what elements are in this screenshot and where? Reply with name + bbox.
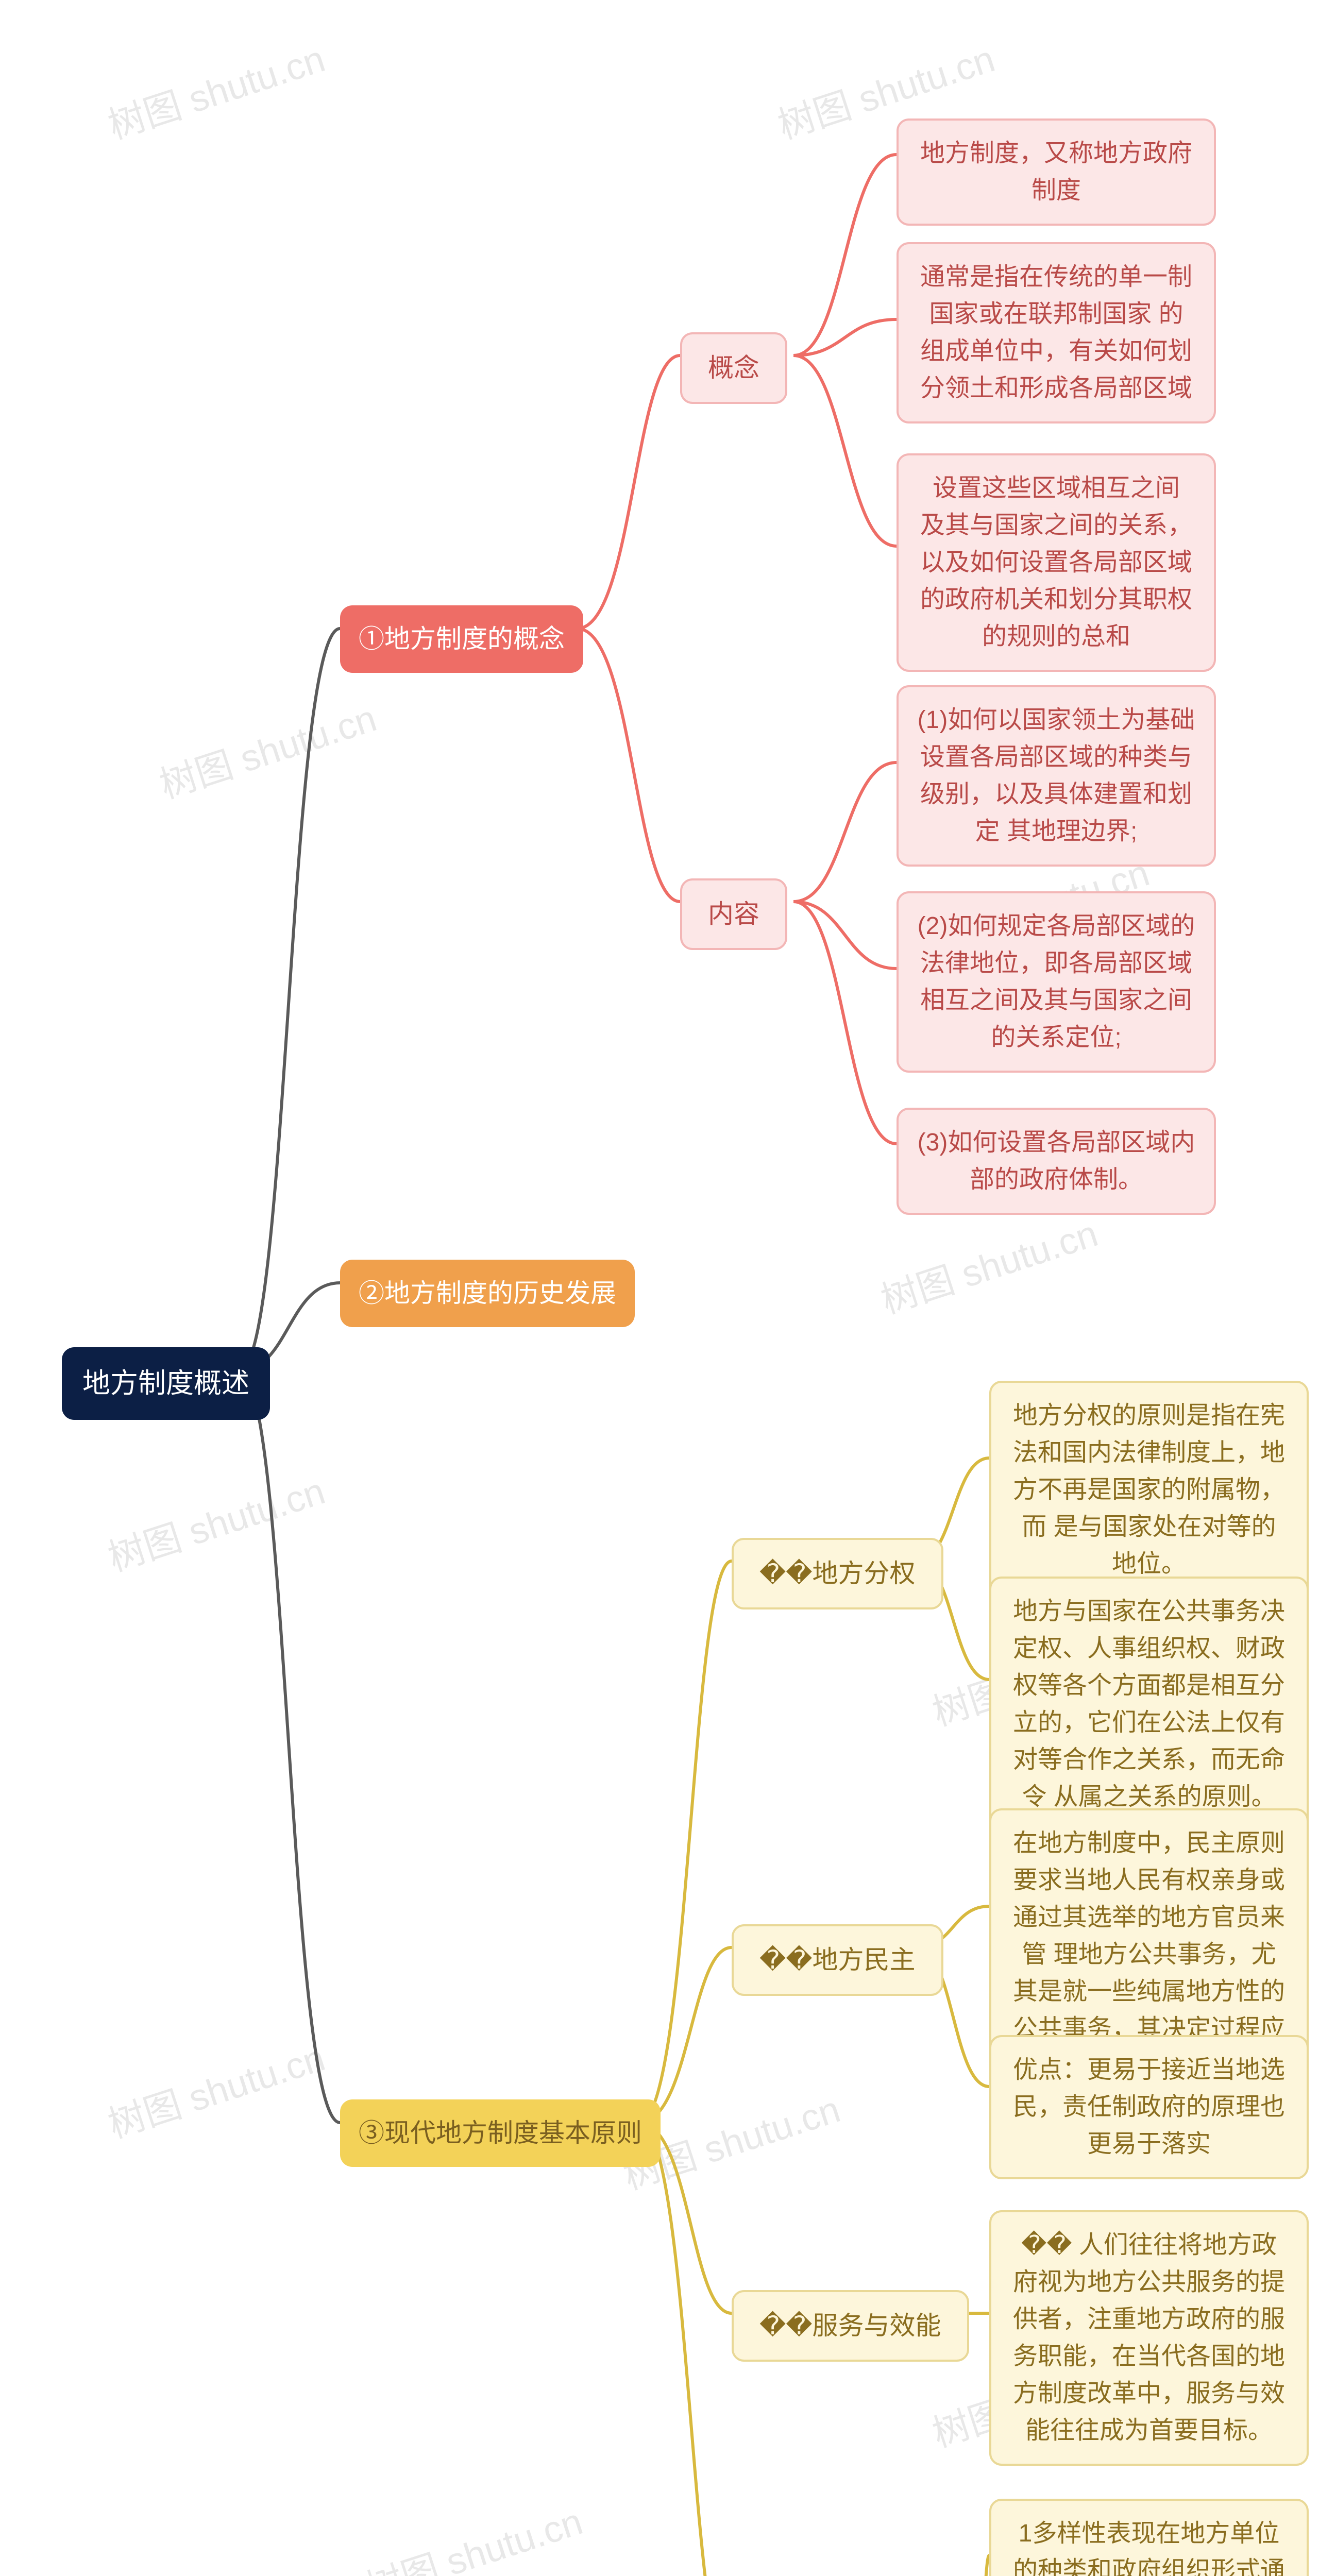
watermark: 树图 shutu.cn: [100, 2027, 330, 2148]
branch-3-child-2[interactable]: ��地方民主: [732, 1924, 943, 1996]
branch-2[interactable]: ②地方制度的历史发展: [340, 1260, 635, 1327]
watermark: 树图 shutu.cn: [358, 2491, 588, 2576]
leaf-node[interactable]: 优点：更易于接近当地选民，责任制政府的原理也更易于落实: [989, 2035, 1309, 2179]
root-node[interactable]: 地方制度概述: [62, 1347, 270, 1420]
leaf-node[interactable]: 通常是指在传统的单一制国家或在联邦制国家 的组成单位中，有关如何划分领土和形成各…: [897, 242, 1216, 423]
watermark: 树图 shutu.cn: [151, 688, 382, 809]
branch-3-child-3[interactable]: ��服务与效能: [732, 2290, 969, 2362]
leaf-node[interactable]: (3)如何设置各局部区域内部的政府体制。: [897, 1108, 1216, 1215]
branch-3[interactable]: ③现代地方制度基本原则: [340, 2099, 661, 2167]
branch-1[interactable]: ①地方制度的概念: [340, 605, 583, 673]
branch-1-child-1[interactable]: 概念: [680, 332, 787, 404]
branch-3-child-1[interactable]: ��地方分权: [732, 1538, 943, 1609]
leaf-node[interactable]: (1)如何以国家领土为基础设置各局部区域的种类与级别，以及具体建置和划定 其地理…: [897, 685, 1216, 867]
watermark: 树图 shutu.cn: [873, 1203, 1103, 1324]
leaf-node[interactable]: �� 人们往往将地方政府视为地方公共服务的提供者，注重地方政府的服务职能，在当代…: [989, 2210, 1309, 2466]
watermark: 树图 shutu.cn: [100, 28, 330, 149]
leaf-node[interactable]: 地方分权的原则是指在宪法和国内法律制度上，地方不再是国家的附属物，而 是与国家处…: [989, 1381, 1309, 1599]
branch-1-child-2[interactable]: 内容: [680, 878, 787, 950]
leaf-node[interactable]: 地方制度，又称地方政府制度: [897, 118, 1216, 226]
watermark: 树图 shutu.cn: [100, 1461, 330, 1582]
leaf-node[interactable]: (2)如何规定各局部区域的法律地位，即各局部区域相互之间及其与国家之间的关系定位…: [897, 891, 1216, 1073]
leaf-node[interactable]: 地方与国家在公共事务决定权、人事组织权、财政权等各个方面都是相互分立的，它们在公…: [989, 1577, 1309, 1832]
leaf-node[interactable]: 设置这些区域相互之间 及其与国家之间的关系，以及如何设置各局部区域的政府机关和划…: [897, 453, 1216, 672]
leaf-node[interactable]: 1多样性表现在地方单位的种类和政府组织形式通常并不是整齐划一的;: [989, 2499, 1309, 2576]
